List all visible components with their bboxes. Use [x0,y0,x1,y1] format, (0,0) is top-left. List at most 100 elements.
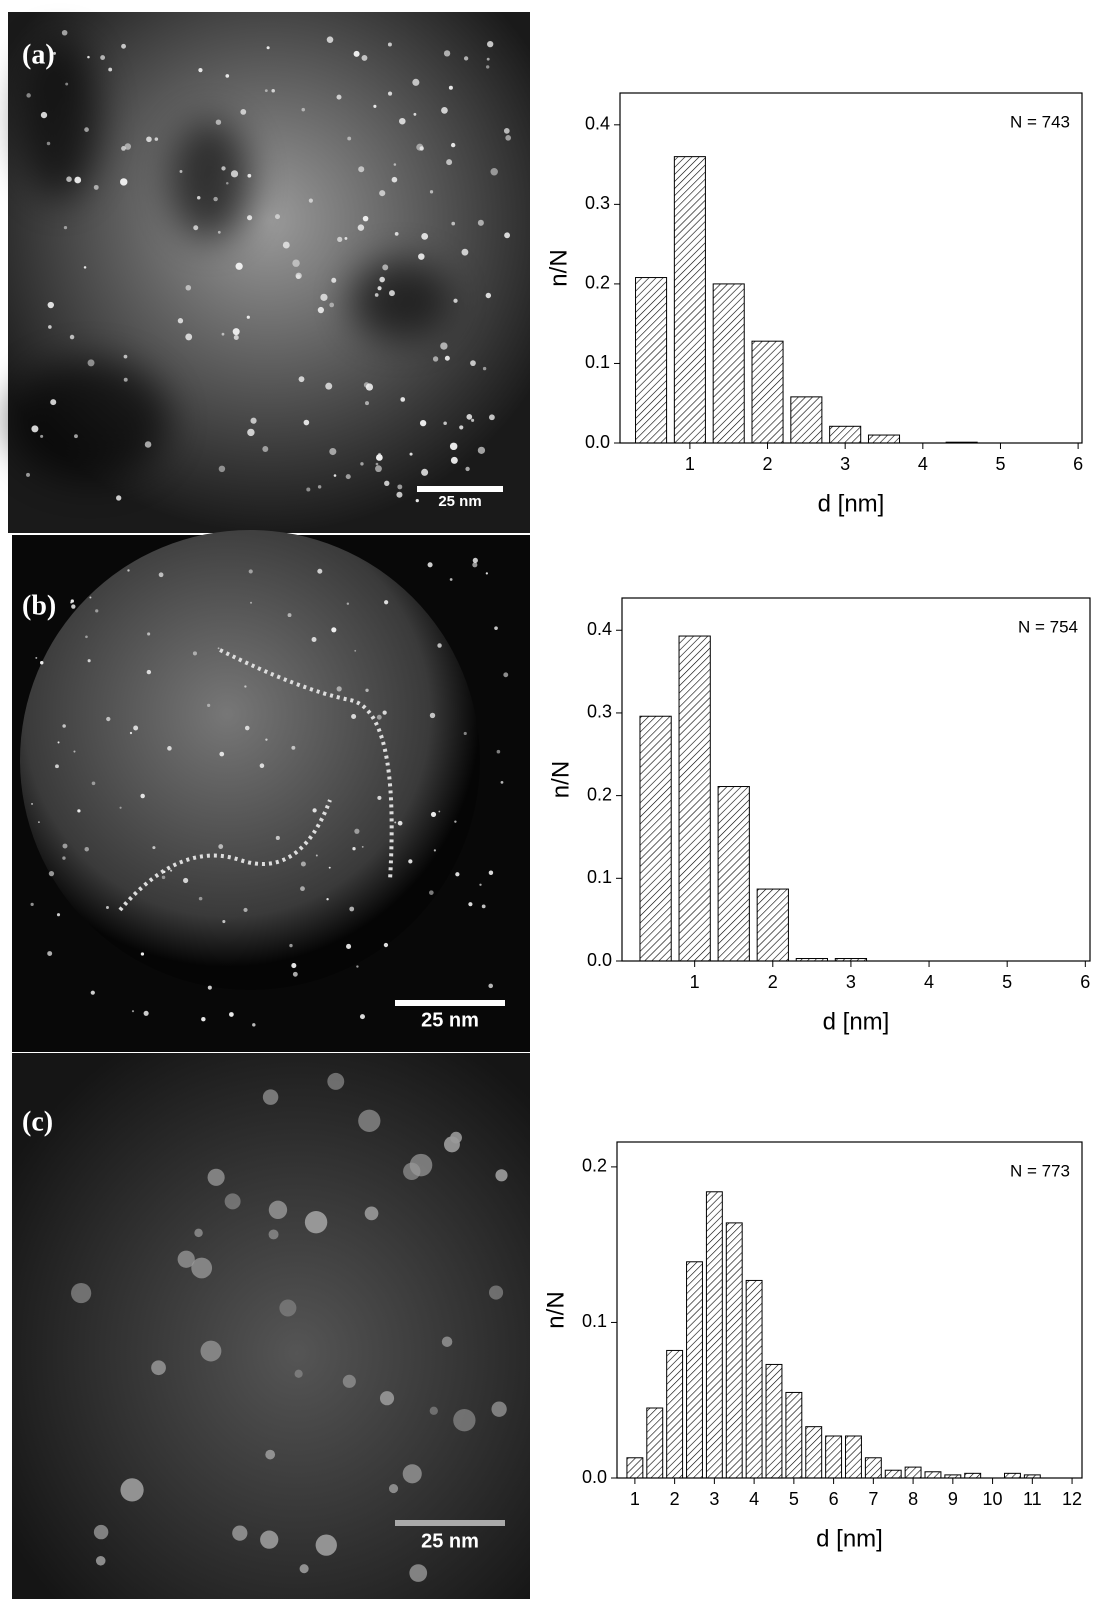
particle [191,1257,213,1279]
particle [123,377,128,382]
particle [449,578,453,581]
bar [1004,1472,1021,1479]
particle [416,143,424,151]
particle [31,425,39,433]
particle [262,1089,279,1105]
x-tick-label: 4 [749,1489,759,1509]
particle [449,442,458,451]
particle [409,1564,428,1582]
y-tick-label: 0.1 [585,352,610,372]
particle [479,883,482,886]
particle [379,190,386,197]
particle [240,108,247,115]
particle [133,725,139,731]
x-tick-label: 1 [630,1489,640,1509]
bar [705,1191,723,1479]
particle [271,88,275,93]
particle [177,318,184,324]
particle [198,896,203,901]
particle [477,446,486,454]
particle [400,397,406,402]
particle [218,844,224,849]
particle [358,1109,381,1132]
particle [53,51,56,55]
particle [344,236,348,240]
bar [964,1472,982,1479]
particle [347,136,352,141]
particle [87,55,90,59]
particle [412,78,420,86]
panel-label: (a) [22,39,55,70]
particle [461,248,469,256]
bar [725,1222,743,1479]
particle [185,333,193,341]
particle [106,906,109,909]
particle [454,820,457,823]
x-tick-label: 5 [995,454,1005,474]
particle [193,225,199,231]
particle [232,1525,248,1541]
particle [488,983,494,989]
particle [224,1193,241,1210]
particle [409,452,413,456]
particle [450,142,456,148]
bar [845,1435,862,1479]
particle [491,1401,507,1417]
particle [488,414,495,421]
particle [443,50,451,57]
particle [446,159,453,166]
particle [265,738,268,741]
particle [357,224,365,231]
x-tick-label: 2 [670,1489,680,1509]
particle [74,434,78,439]
particle [230,170,239,178]
particle [376,714,382,720]
y-axis-label: n/N [547,761,574,798]
particle [331,277,337,283]
particle [40,661,44,665]
particle [252,1023,256,1027]
particle [441,107,448,114]
micrograph [12,530,530,1052]
x-tick-label: 11 [1023,1489,1042,1509]
particle [329,447,337,456]
x-tick-label: 12 [1062,1489,1082,1509]
particle [500,780,504,784]
particle [443,421,447,426]
particle [429,1406,438,1415]
particle [221,332,225,336]
bar [904,1466,922,1479]
particle [345,474,351,480]
particle [71,604,76,609]
bar [864,1457,882,1479]
particle [360,462,364,466]
bar [790,396,823,444]
particle [146,136,152,143]
particle [311,636,317,642]
y-axis-label: n/N [542,1291,569,1328]
particle [154,137,159,141]
particle [421,468,429,476]
particle [289,943,293,948]
particle [415,499,419,503]
particle [144,441,152,448]
particle [317,568,323,574]
particle [329,302,335,308]
particle [84,846,89,852]
particle [358,166,365,173]
bar [646,1407,664,1479]
particle [365,401,369,406]
particle [504,232,511,239]
bar [756,888,789,962]
particle [482,366,487,371]
particle [116,495,122,501]
x-tick-label: 4 [918,454,928,474]
particle [291,745,296,750]
x-axis-label: d [nm] [816,1525,883,1552]
particle [30,902,34,907]
bar [717,786,750,962]
bar [765,1363,783,1479]
particle [327,1072,345,1090]
particle [301,107,306,112]
particle [282,241,290,249]
